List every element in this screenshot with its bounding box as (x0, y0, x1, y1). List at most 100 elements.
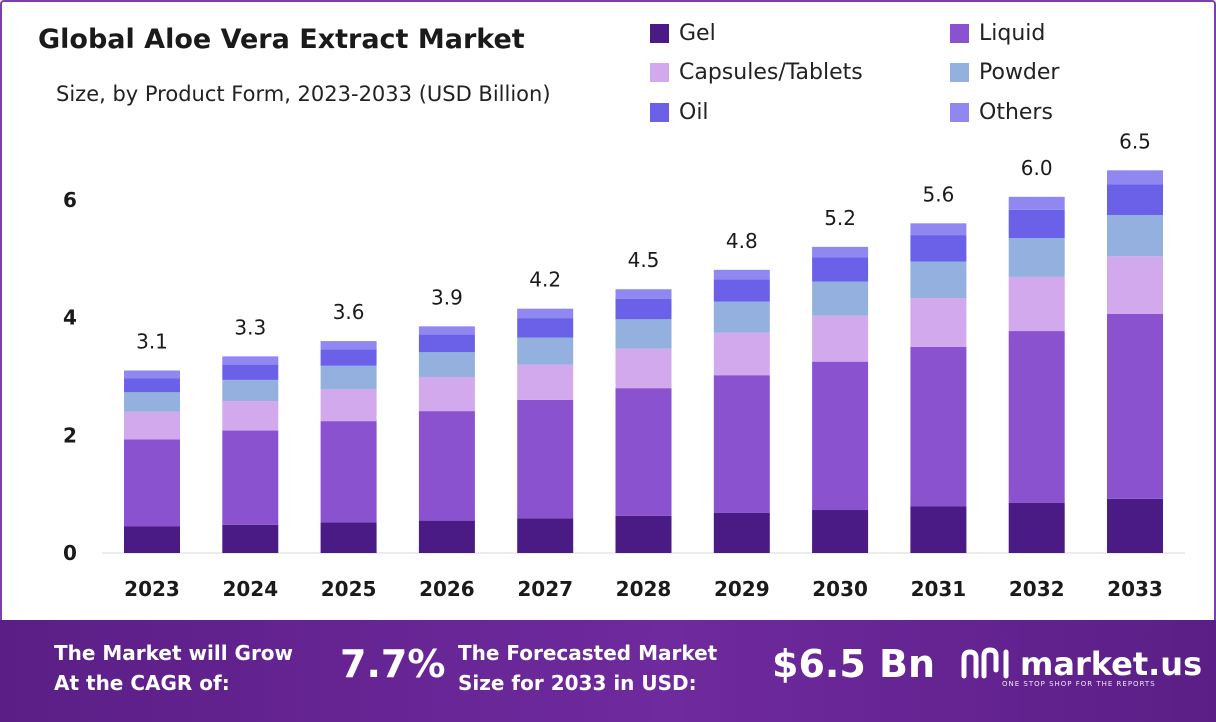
bar-segment-others (1008, 196, 1065, 210)
legend-label: Gel (679, 21, 716, 46)
bar-segment-liquid (517, 399, 574, 519)
bar-segment-oil (910, 235, 967, 262)
bar-segment-liquid (812, 361, 869, 511)
legend-swatch (650, 63, 669, 82)
legend-swatch (950, 63, 969, 82)
bar-segment-oil (222, 364, 279, 380)
bar-segment-powder (124, 392, 180, 412)
total-value-label: 3.9 (431, 285, 463, 309)
stacked-bar-chart: 0 2 4 6 3.1 2023 3.3 2024 3.6 2025 3.9 2026 4.2 2027 4… (63, 129, 1185, 601)
bar-segment-others (1107, 170, 1163, 185)
legend-item-capsules-tablets: Capsules/Tablets (650, 60, 863, 85)
bar-segment-gel (1008, 502, 1065, 553)
legend-item-gel: Gel (650, 21, 716, 46)
bar-segment-oil (124, 378, 180, 393)
bar-segment-others (418, 326, 475, 335)
y-tick-label: 2 (63, 423, 77, 447)
bar-segment-oil (320, 349, 377, 366)
bar-segment-gel (320, 522, 377, 553)
legend-label: Capsules/Tablets (679, 60, 863, 85)
x-tick-label: 2029 (714, 577, 770, 601)
bar-segment-liquid (1008, 331, 1065, 503)
bar-segment-oil (1107, 184, 1163, 216)
legend-label: Powder (979, 60, 1060, 85)
total-value-label: 6.5 (1119, 129, 1151, 153)
y-tick-label: 4 (63, 306, 77, 330)
bar-segment-powder (910, 261, 967, 299)
bar-segment-oil (713, 279, 770, 302)
bar-segment-powder (517, 337, 574, 365)
brand-tagline: ONE STOP SHOP FOR THE REPORTS (1002, 680, 1156, 688)
cagr-label: The Market will Grow At the CAGR of: (54, 638, 293, 698)
bar-segment-oil (812, 257, 869, 282)
legend-label: Others (979, 100, 1053, 125)
market-us-logo-icon (961, 647, 1009, 679)
bar-segment-gel (517, 518, 574, 553)
total-value-label: 4.5 (628, 248, 660, 272)
chart-title: Global Aloe Vera Extract Market (38, 24, 525, 55)
bar-segment-oil (517, 318, 574, 338)
x-tick-label: 2027 (517, 577, 573, 601)
bar-segment-powder (320, 365, 377, 390)
total-value-label: 5.6 (922, 182, 954, 206)
x-tick-label: 2026 (419, 577, 475, 601)
total-value-label: 3.1 (136, 329, 168, 353)
bar-segment-liquid (713, 375, 770, 513)
y-tick-label: 0 (63, 541, 77, 565)
bar-segment-gel (222, 524, 279, 553)
x-tick-label: 2024 (222, 577, 278, 601)
bar-segment-gel (124, 526, 180, 553)
bar-segment-others (615, 289, 672, 299)
bar-segment-liquid (124, 439, 180, 527)
bar-segment-oil (418, 334, 475, 353)
bar-segment-capsules-tablets (1107, 256, 1163, 314)
legend-swatch (650, 103, 669, 122)
bar-segment-gel (812, 510, 869, 553)
cagr-label-line2: At the CAGR of: (54, 671, 230, 695)
bar-segment-powder (1008, 238, 1065, 277)
bar-segment-capsules-tablets (1008, 276, 1065, 332)
forecast-label-line2: Size for 2033 in USD: (458, 671, 697, 695)
cagr-label-line1: The Market will Grow (54, 641, 294, 665)
total-value-label: 5.2 (824, 206, 856, 230)
forecast-value: $6.5 Bn (772, 642, 936, 686)
bar-segment-gel (418, 520, 475, 553)
bar-segment-liquid (1107, 313, 1163, 499)
legend-label: Oil (679, 100, 709, 125)
bar-segment-powder (1107, 215, 1163, 257)
x-tick-label: 2033 (1107, 577, 1163, 601)
brand-logo[interactable]: market.us (960, 646, 1202, 682)
bar-segment-others (320, 341, 377, 350)
legend-swatch (950, 24, 969, 43)
brand-name: market.us (1020, 645, 1203, 683)
bar-segment-oil (1008, 209, 1065, 239)
legend-item-liquid: Liquid (950, 21, 1045, 46)
total-value-label: 4.2 (529, 268, 561, 292)
bar-segment-others (222, 356, 279, 365)
bar-segment-powder (222, 379, 279, 402)
total-value-label: 3.6 (333, 300, 365, 324)
bar-segment-gel (713, 512, 770, 553)
bar-segment-gel (1107, 498, 1163, 553)
legend-label: Liquid (979, 21, 1046, 46)
bar-segment-liquid (320, 421, 377, 523)
forecast-label: The Forecasted Market Size for 2033 in U… (458, 638, 717, 698)
bar-segment-capsules-tablets (124, 411, 180, 440)
bar-segment-gel (910, 506, 967, 553)
x-tick-label: 2023 (124, 577, 180, 601)
bar-segment-capsules-tablets (222, 401, 279, 431)
y-tick-label: 6 (63, 188, 77, 212)
x-tick-label: 2030 (812, 577, 868, 601)
bar-segment-others (910, 223, 967, 236)
bar-segment-oil (615, 298, 672, 320)
legend-swatch (650, 24, 669, 43)
bar-segment-powder (615, 319, 672, 349)
bar-segment-others (713, 269, 770, 280)
bar-segment-others (812, 246, 869, 258)
bar-segment-gel (615, 515, 672, 553)
bar-segment-capsules-tablets (320, 389, 377, 422)
bar-segment-others (124, 370, 180, 379)
bar-segment-powder (713, 301, 770, 333)
total-value-label: 6.0 (1021, 156, 1053, 180)
